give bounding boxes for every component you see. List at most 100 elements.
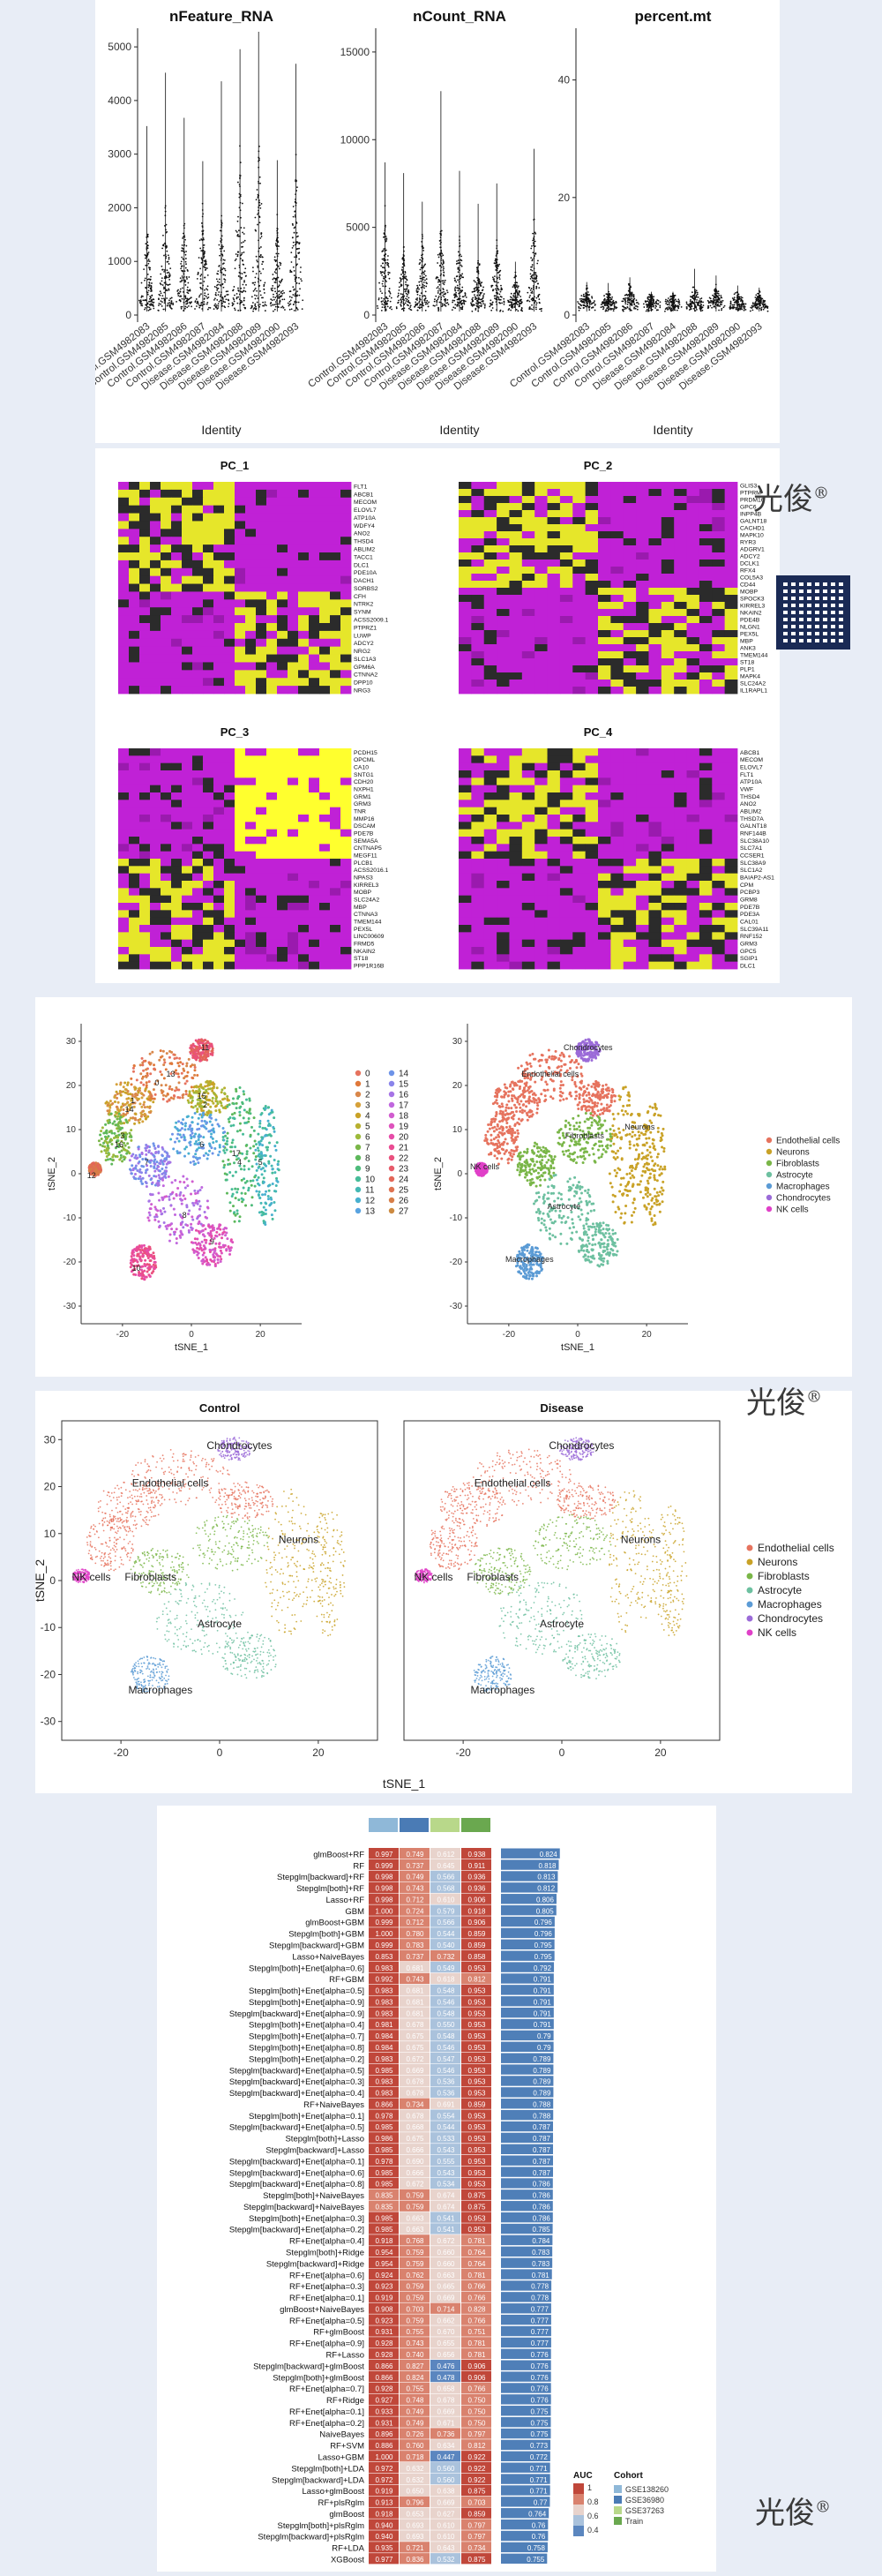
qc-point <box>288 303 289 304</box>
heatmap-cell <box>662 630 675 637</box>
heatmap-cell <box>572 531 586 538</box>
heatmap-cell <box>309 800 319 807</box>
qc-point <box>185 254 187 256</box>
heatmap-cell <box>118 584 129 592</box>
heatmap-cell <box>203 800 213 807</box>
heatmap-cell <box>118 560 129 568</box>
heatmap-cell <box>598 517 611 524</box>
qc-point <box>416 291 418 293</box>
heatmap-cell <box>309 552 319 560</box>
heatmap-cell <box>288 514 298 522</box>
qc-point <box>484 304 486 305</box>
heatmap-cell <box>224 763 235 771</box>
heatmap-cell <box>213 498 224 506</box>
heatmap-cell <box>484 496 497 503</box>
heatmap-cell <box>213 615 224 623</box>
qc-point <box>400 302 402 304</box>
heatmap-cell <box>662 609 675 616</box>
heatmap-cell <box>319 599 330 607</box>
qc-point <box>188 292 190 294</box>
qc-point <box>183 258 184 259</box>
heatmap-cell <box>319 770 330 778</box>
qc-point <box>214 304 216 305</box>
heatmap-cell <box>235 506 245 514</box>
qc-point <box>240 288 242 289</box>
heatmap-cell <box>509 538 522 545</box>
qc-point <box>633 296 635 297</box>
qc-point <box>738 304 740 305</box>
heatmap-cell <box>256 763 266 771</box>
heatmap-cell <box>192 537 203 544</box>
heatmap-cell <box>182 498 192 506</box>
qc-point <box>695 302 697 304</box>
qc-point <box>147 263 149 265</box>
qc-point <box>182 298 183 300</box>
qc-point <box>534 282 536 283</box>
heatmap-cell <box>319 670 330 678</box>
heatmap-cell <box>298 568 309 576</box>
heatmap-cell <box>182 591 192 599</box>
heatmap-cell <box>330 686 340 694</box>
qc-point <box>633 306 635 308</box>
qc-point <box>243 233 245 235</box>
qc-point <box>458 298 460 300</box>
gene-label: SLC24A2 <box>740 681 766 687</box>
heatmap-cell <box>509 517 522 524</box>
qc-point <box>236 303 238 304</box>
qc-point <box>755 301 757 303</box>
qc-point <box>592 302 594 304</box>
qc-point <box>454 280 456 282</box>
heatmap-cell <box>662 637 675 644</box>
qc-point <box>235 230 237 232</box>
heatmap-cell <box>648 538 662 545</box>
heatmap-cell <box>245 822 256 830</box>
heatmap-cell <box>624 560 637 567</box>
qc-point <box>530 273 532 274</box>
qc-point <box>498 272 500 274</box>
gene-label: LUWP <box>354 633 371 639</box>
heatmap-cell <box>471 560 484 567</box>
heatmap-cell <box>636 658 649 665</box>
qc-point <box>274 297 276 298</box>
heatmap-cell <box>277 844 288 852</box>
qc-point <box>423 299 425 301</box>
heatmap-cell <box>256 770 266 778</box>
qc-point <box>220 248 221 250</box>
heatmap-cell <box>256 599 266 607</box>
heatmap-cell <box>235 552 245 560</box>
qc-point <box>535 304 537 306</box>
heatmap-cell <box>725 687 738 694</box>
heatmap-cell <box>288 662 298 670</box>
heatmap-cell <box>636 616 649 623</box>
qc-point <box>407 286 408 288</box>
heatmap-cell <box>235 591 245 599</box>
heatmap-cell <box>648 602 662 609</box>
heatmap-cell <box>213 662 224 670</box>
heatmap-cell <box>277 678 288 686</box>
qc-point <box>676 310 678 312</box>
heatmap-cell <box>459 651 472 658</box>
qc-point <box>244 307 246 309</box>
qc-point <box>401 267 403 268</box>
gene-label: DACH1 <box>354 578 374 584</box>
qc-point <box>653 298 654 300</box>
heatmap-cell <box>712 574 725 581</box>
qc-point <box>298 243 300 244</box>
qc-point <box>300 278 302 280</box>
qc-point <box>699 298 701 300</box>
heatmap-cell <box>674 665 687 672</box>
heatmap-cell <box>648 595 662 602</box>
heatmap-cell <box>171 615 182 623</box>
heatmap-cell <box>266 837 277 845</box>
qc-point <box>456 263 458 265</box>
heatmap-cell <box>319 482 330 490</box>
heatmap-cell <box>150 800 161 807</box>
heatmap-cell <box>471 637 484 644</box>
heatmap-cell <box>224 748 235 756</box>
heatmap-cell <box>534 581 548 588</box>
qc-point <box>381 310 383 312</box>
heatmap-cell <box>171 678 182 686</box>
heatmap-cell <box>203 599 213 607</box>
heatmap-cell <box>662 552 675 560</box>
qc-point <box>259 183 261 184</box>
